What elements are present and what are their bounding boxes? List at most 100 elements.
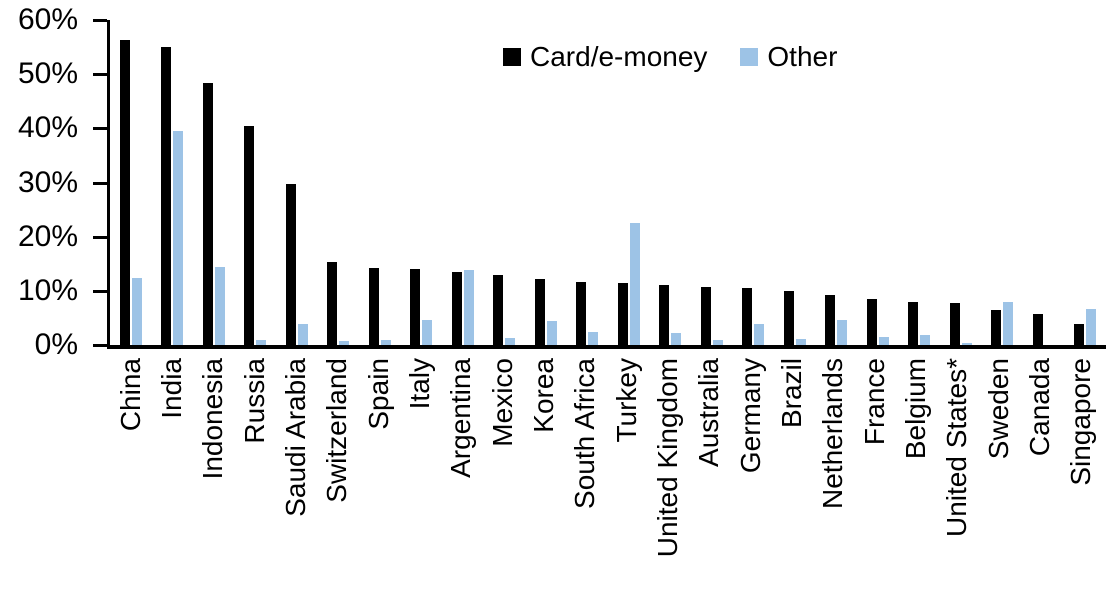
bar-group-korea xyxy=(525,20,567,345)
x-axis-label-canada: Canada xyxy=(1024,358,1055,457)
bar-other-spain xyxy=(380,339,391,345)
bar-card-e-money-brazil xyxy=(783,291,794,345)
y-tick-label: 50% xyxy=(17,57,78,91)
bar-other-brazil xyxy=(795,339,806,345)
bar-card-e-money-china xyxy=(119,40,130,345)
bar-card-e-money-netherlands xyxy=(825,295,836,345)
y-tick-label: 20% xyxy=(17,219,78,253)
bar-card-e-money-italy xyxy=(410,268,421,345)
x-axis-label-united-states: United States* xyxy=(941,358,973,537)
bar-card-e-money-turkey xyxy=(617,282,628,345)
bar-card-e-money-canada xyxy=(1032,313,1043,345)
bar-other-sweden xyxy=(1003,302,1014,345)
legend-item-other: Other xyxy=(740,40,837,74)
bar-other-netherlands xyxy=(837,319,848,345)
bar-card-e-money-indonesia xyxy=(202,83,213,345)
bar-other-switzerland xyxy=(339,340,350,345)
bar-card-e-money-saudi-arabia xyxy=(285,183,296,345)
y-axis-labels: 60% 50% 40% 30% 20% 10% 0% xyxy=(0,0,84,400)
bar-card-e-money-germany xyxy=(742,288,753,345)
y-axis-tick xyxy=(93,289,107,293)
bar-group-canada xyxy=(1023,20,1065,345)
bar-group-mexico xyxy=(484,20,526,345)
bar-other-argentina xyxy=(463,270,474,345)
bar-card-e-money-switzerland xyxy=(327,261,338,345)
bar-card-e-money-argentina xyxy=(451,272,462,345)
x-axis-label-spain: Spain xyxy=(362,358,394,430)
plot-area xyxy=(107,20,1106,349)
bar-group-singapore xyxy=(1065,20,1107,345)
bar-other-china xyxy=(131,277,142,345)
bar-other-germany xyxy=(754,324,765,345)
y-axis-tick xyxy=(93,73,107,77)
x-axis-label-india: India xyxy=(156,358,187,419)
bar-card-e-money-south-africa xyxy=(576,281,587,345)
bar-group-switzerland xyxy=(318,20,360,345)
bar-other-united-kingdom xyxy=(671,332,682,345)
bar-other-south-africa xyxy=(588,332,599,345)
y-axis-ticks xyxy=(93,19,107,349)
x-axis-label-united-kingdom: United Kingdom xyxy=(652,358,683,558)
y-tick-label: 40% xyxy=(17,111,78,145)
bar-group-turkey xyxy=(608,20,650,345)
x-axis-label-indonesia: Indonesia xyxy=(197,358,229,480)
bar-group-united-states xyxy=(940,20,982,345)
bar-card-e-money-india xyxy=(161,46,172,345)
x-axis-label-italy: Italy xyxy=(404,358,435,410)
bars-layer xyxy=(110,20,1106,345)
x-axis-label-saudi-arabia: Saudi Arabia xyxy=(280,358,311,517)
y-axis-tick xyxy=(93,181,107,185)
legend-label-other: Other xyxy=(767,41,838,72)
y-axis-tick xyxy=(93,127,107,131)
x-axis-label-singapore: Singapore xyxy=(1065,358,1097,486)
bar-card-e-money-korea xyxy=(534,279,545,345)
x-axis-label-mexico: Mexico xyxy=(486,358,518,447)
bar-other-india xyxy=(173,130,184,345)
bar-other-saudi-arabia xyxy=(297,323,308,345)
x-axis-label-china: China xyxy=(114,358,146,432)
x-axis-label-turkey: Turkey xyxy=(610,358,642,443)
x-axis-label-brazil: Brazil xyxy=(776,358,807,429)
legend-item-card-emoney: Card/e-money xyxy=(503,40,707,74)
other-swatch-icon xyxy=(740,48,759,66)
x-axis-labels: China India Indonesia Russia Saudi Arabia Swi… xyxy=(110,358,1102,594)
x-axis-label-switzerland: Switzerland xyxy=(321,358,353,503)
bar-group-spain xyxy=(359,20,401,345)
bar-card-e-money-russia xyxy=(244,125,255,345)
bar-group-india xyxy=(152,20,194,345)
x-axis-label-korea: Korea xyxy=(528,358,559,433)
legend-label-card-emoney: Card/e-money xyxy=(530,41,708,72)
x-axis-label-netherlands: Netherlands xyxy=(817,358,849,509)
y-axis-tick xyxy=(93,344,107,347)
bar-group-china xyxy=(110,20,152,345)
bar-group-germany xyxy=(733,20,775,345)
bar-card-e-money-united-kingdom xyxy=(659,285,670,345)
bar-other-italy xyxy=(422,319,433,345)
bar-other-australia xyxy=(712,340,723,345)
bar-group-italy xyxy=(401,20,443,345)
y-axis-tick xyxy=(93,235,107,239)
card-emoney-swatch-icon xyxy=(503,48,521,66)
y-tick-label: 30% xyxy=(17,165,78,199)
bar-other-mexico xyxy=(505,337,516,345)
bar-group-south-africa xyxy=(567,20,609,345)
bar-card-e-money-australia xyxy=(700,286,711,345)
bar-group-argentina xyxy=(442,20,484,345)
x-axis-label-australia: Australia xyxy=(693,358,725,467)
bar-other-turkey xyxy=(629,223,640,345)
bar-group-france xyxy=(857,20,899,345)
bar-group-sweden xyxy=(982,20,1024,345)
bar-card-e-money-france xyxy=(866,298,877,345)
bar-card-e-money-belgium xyxy=(908,301,919,345)
y-tick-label: 10% xyxy=(17,273,78,307)
bar-other-singapore xyxy=(1086,309,1097,345)
x-axis-label-south-africa: South Africa xyxy=(569,358,601,509)
y-axis-tick xyxy=(93,19,107,22)
bar-other-russia xyxy=(256,339,267,345)
bar-other-united-states xyxy=(961,343,972,345)
bar-card-e-money-singapore xyxy=(1074,324,1085,345)
bar-other-korea xyxy=(546,320,557,345)
bar-other-belgium xyxy=(920,334,931,345)
bar-group-australia xyxy=(691,20,733,345)
